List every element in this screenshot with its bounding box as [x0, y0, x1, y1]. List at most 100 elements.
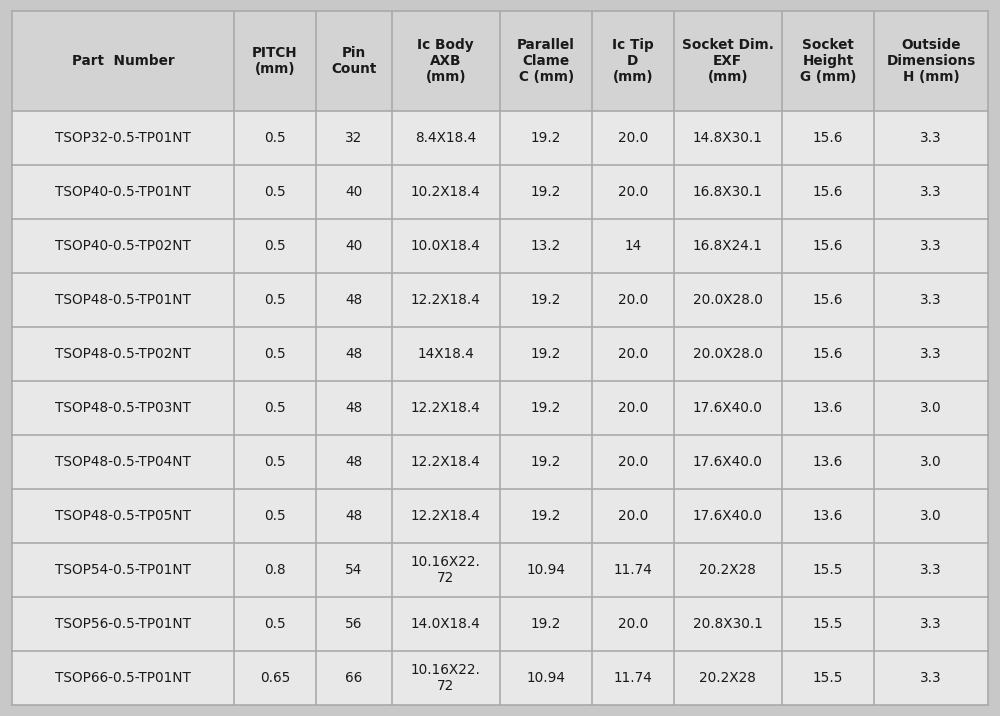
Text: 19.2: 19.2	[531, 455, 561, 469]
Text: 3.3: 3.3	[920, 294, 942, 307]
Text: 15.5: 15.5	[813, 617, 843, 632]
Bar	[392, 382, 500, 435]
Bar	[782, 165, 874, 219]
Text: 0.5: 0.5	[264, 185, 286, 200]
Text: 16.8X30.1: 16.8X30.1	[693, 185, 763, 200]
Bar	[316, 597, 392, 652]
Text: 15.6: 15.6	[813, 294, 843, 307]
Text: 0.65: 0.65	[260, 672, 290, 685]
Text: 54: 54	[345, 563, 362, 577]
Bar	[500, 652, 592, 705]
Bar	[674, 382, 782, 435]
Text: 66: 66	[345, 672, 362, 685]
Text: PITCH
(mm): PITCH (mm)	[252, 46, 298, 76]
Bar	[674, 112, 782, 165]
Text: 3.3: 3.3	[920, 617, 942, 632]
Bar	[674, 435, 782, 489]
Text: 14.0X18.4: 14.0X18.4	[411, 617, 481, 632]
Text: 3.0: 3.0	[920, 509, 942, 523]
Bar	[392, 543, 500, 597]
Text: 20.0: 20.0	[618, 455, 648, 469]
Bar	[500, 327, 592, 382]
Text: 15.6: 15.6	[813, 132, 843, 145]
Bar	[782, 112, 874, 165]
Text: 3.3: 3.3	[920, 239, 942, 253]
Circle shape	[130, 322, 640, 687]
Text: 3.3: 3.3	[920, 132, 942, 145]
Bar	[500, 112, 592, 165]
Bar	[782, 435, 874, 489]
Text: TSOP54-0.5-TP01NT: TSOP54-0.5-TP01NT	[55, 563, 191, 577]
Text: 3.3: 3.3	[920, 347, 942, 362]
Text: 20.2X28: 20.2X28	[699, 672, 756, 685]
Text: TSOP40-0.5-TP02NT: TSOP40-0.5-TP02NT	[55, 239, 191, 253]
Text: 20.0X28.0: 20.0X28.0	[693, 347, 763, 362]
Bar	[316, 274, 392, 327]
Bar	[234, 327, 316, 382]
Bar	[500, 435, 592, 489]
Bar	[592, 327, 674, 382]
Bar	[234, 597, 316, 652]
Text: 17.6X40.0: 17.6X40.0	[693, 402, 763, 415]
Text: 14X18.4: 14X18.4	[417, 347, 474, 362]
Text: 3.3: 3.3	[920, 185, 942, 200]
Bar	[316, 219, 392, 274]
Bar	[874, 327, 988, 382]
Text: 12.2X18.4: 12.2X18.4	[411, 402, 481, 415]
Bar	[234, 165, 316, 219]
Bar	[874, 219, 988, 274]
Bar	[592, 543, 674, 597]
Bar	[500, 597, 592, 652]
Bar	[874, 435, 988, 489]
Bar	[12, 274, 234, 327]
Bar	[782, 219, 874, 274]
Text: 20.0: 20.0	[618, 132, 648, 145]
Text: 0.5: 0.5	[264, 239, 286, 253]
Text: 10.2X18.4: 10.2X18.4	[411, 185, 481, 200]
Bar	[316, 382, 392, 435]
Text: 13.6: 13.6	[813, 402, 843, 415]
Bar	[592, 435, 674, 489]
Bar	[592, 112, 674, 165]
Text: 15.6: 15.6	[813, 185, 843, 200]
Text: 20.0: 20.0	[618, 509, 648, 523]
Text: 0.5: 0.5	[264, 509, 286, 523]
Bar	[592, 652, 674, 705]
Bar	[392, 597, 500, 652]
Text: 10.94: 10.94	[527, 563, 566, 577]
Text: 3.0: 3.0	[920, 455, 942, 469]
Bar	[234, 112, 316, 165]
Bar	[500, 219, 592, 274]
Text: TSOP66-0.5-TP01NT: TSOP66-0.5-TP01NT	[55, 672, 191, 685]
Text: 8.4X18.4: 8.4X18.4	[415, 132, 476, 145]
Bar	[592, 219, 674, 274]
Bar	[874, 543, 988, 597]
Text: 15.6: 15.6	[813, 347, 843, 362]
Text: 20.8X30.1: 20.8X30.1	[693, 617, 763, 632]
Bar	[782, 597, 874, 652]
Bar	[592, 11, 674, 112]
Bar	[12, 489, 234, 543]
Text: 19.2: 19.2	[531, 294, 561, 307]
Text: Parallel
Clame
C (mm): Parallel Clame C (mm)	[517, 38, 575, 84]
Bar	[874, 274, 988, 327]
Bar	[592, 165, 674, 219]
Bar	[234, 382, 316, 435]
Bar	[500, 543, 592, 597]
Text: 48: 48	[345, 455, 362, 469]
Text: 48: 48	[345, 402, 362, 415]
Text: 48: 48	[345, 509, 362, 523]
Text: 11.74: 11.74	[613, 563, 652, 577]
Text: 12.2X18.4: 12.2X18.4	[411, 509, 481, 523]
Text: 40: 40	[345, 185, 362, 200]
Bar	[234, 274, 316, 327]
Bar	[674, 274, 782, 327]
Text: 32: 32	[345, 132, 362, 145]
Bar	[674, 219, 782, 274]
Bar	[874, 11, 988, 112]
Bar	[316, 112, 392, 165]
Text: TSOP40-0.5-TP01NT: TSOP40-0.5-TP01NT	[55, 185, 191, 200]
Text: 20.0: 20.0	[618, 185, 648, 200]
Bar	[874, 489, 988, 543]
Text: 19.2: 19.2	[531, 509, 561, 523]
